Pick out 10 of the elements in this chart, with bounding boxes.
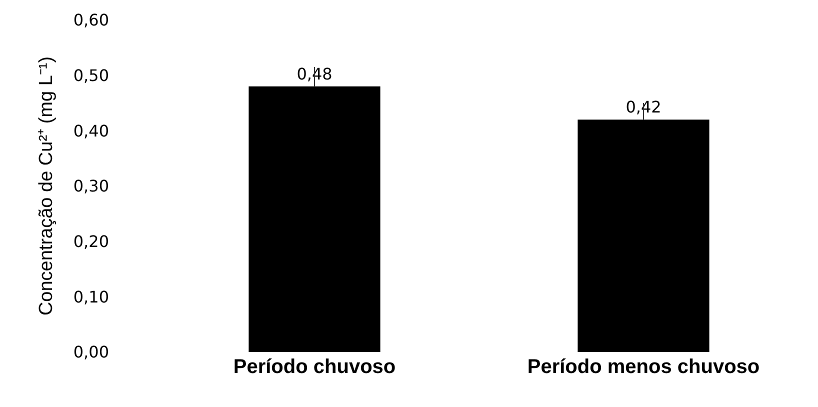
y-tick-label: 0,50 xyxy=(73,66,109,85)
y-tick-label: 0,20 xyxy=(73,232,109,251)
x-tick-label: Período chuvoso xyxy=(233,356,396,378)
y-tick-label: 0,40 xyxy=(73,121,109,140)
y-tick-label: 0,00 xyxy=(73,342,109,362)
y-tick-label: 0,30 xyxy=(73,176,109,196)
y-tick-label: 0,60 xyxy=(73,10,109,30)
x-tick-label: Período menos chuvoso xyxy=(527,356,760,378)
y-tick-label: 0,10 xyxy=(73,287,109,306)
y-axis-title: Concentração de Cu²⁺ (mg L⁻¹) xyxy=(36,56,58,316)
